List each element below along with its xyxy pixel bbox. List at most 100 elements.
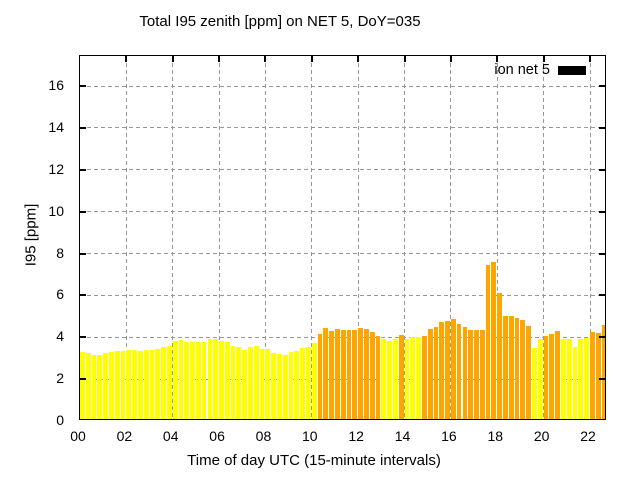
x-tick-label: 02 (116, 428, 133, 444)
bar (532, 348, 537, 419)
bar (97, 354, 103, 419)
bar (155, 348, 161, 419)
x-tick-mark (542, 56, 545, 62)
bar (271, 353, 277, 419)
bar (503, 316, 508, 419)
bar (178, 340, 184, 419)
bar (346, 329, 352, 419)
legend-swatch-icon (558, 65, 586, 75)
v-gridline (450, 56, 452, 419)
y-tick-mark (599, 168, 605, 171)
y-tick-label: 2 (56, 370, 64, 387)
bar (398, 335, 404, 419)
bar (555, 331, 561, 419)
bar (230, 345, 236, 419)
y-tick-mark (80, 294, 86, 297)
bar (236, 347, 242, 419)
bar (427, 329, 433, 419)
bar (450, 318, 456, 419)
x-tick-label: 10 (302, 428, 318, 444)
y-tick-mark (80, 210, 86, 213)
x-tick-mark (218, 56, 221, 62)
h-gridline (80, 127, 605, 129)
bar (329, 331, 334, 419)
y-tick-label: 4 (56, 328, 64, 345)
bar (381, 338, 387, 419)
bar (566, 339, 572, 419)
x-tick-label: 20 (533, 428, 550, 444)
bar (520, 319, 526, 419)
y-tick-label: 16 (48, 77, 64, 93)
x-tick-label: 12 (348, 428, 364, 444)
x-tick-label: 08 (255, 428, 272, 444)
v-gridline (218, 56, 220, 419)
bar (323, 327, 329, 419)
h-gridline (80, 211, 605, 213)
bar (317, 333, 323, 419)
v-gridline (543, 56, 545, 419)
y-tick-mark (599, 85, 605, 87)
x-tick-mark (496, 56, 499, 62)
bar (253, 346, 259, 419)
y-tick-label: 10 (48, 202, 64, 219)
chart-title: Total I95 zenith [ppm] on NET 5, DoY=035 (139, 13, 421, 30)
x-tick-label: 22 (580, 428, 596, 444)
h-gridline (80, 253, 605, 254)
legend-label: ion net 5 (494, 62, 550, 78)
bar (207, 339, 213, 419)
bar (85, 353, 91, 419)
bar (508, 316, 514, 419)
v-gridline (589, 56, 591, 419)
bar (190, 341, 195, 419)
x-tick-mark (403, 56, 406, 62)
x-tick-label: 04 (162, 428, 179, 444)
bar (601, 325, 605, 419)
x-tick-mark (310, 56, 313, 62)
bar (433, 326, 439, 419)
bar (294, 350, 300, 419)
y-tick-mark (80, 252, 86, 255)
bar (108, 352, 114, 419)
x-tick-label: 14 (394, 428, 411, 444)
h-gridline (80, 294, 605, 296)
bar (590, 331, 595, 419)
x-tick-label: 16 (441, 428, 457, 444)
bar (311, 342, 317, 419)
bar (358, 327, 363, 419)
bar (479, 330, 485, 419)
bar (259, 348, 265, 419)
y-tick-mark (80, 85, 86, 87)
bar (445, 320, 450, 419)
bar (300, 348, 306, 419)
bar (578, 338, 584, 419)
bar (219, 341, 224, 419)
bar (149, 349, 155, 419)
legend: ion net 5 (494, 62, 586, 78)
x-tick-label: 06 (209, 428, 225, 444)
bar (80, 352, 85, 419)
bar (514, 317, 520, 419)
y-tick-label: 12 (48, 160, 64, 177)
bar (132, 349, 137, 419)
plot-area: ion net 5 (79, 55, 606, 420)
bar (549, 334, 555, 419)
bar (288, 352, 294, 419)
bar (166, 346, 172, 419)
y-tick-mark (599, 336, 605, 339)
bar (387, 340, 392, 419)
x-tick-mark (264, 56, 267, 62)
x-axis-label: Time of day UTC (15-minute intervals) (187, 452, 441, 469)
bar (572, 347, 578, 419)
v-gridline (404, 56, 406, 419)
y-tick-mark (599, 126, 605, 129)
bar (184, 341, 190, 419)
bar (439, 321, 445, 419)
x-tick-mark (357, 56, 360, 62)
bar (543, 335, 549, 419)
bar (137, 351, 143, 419)
y-tick-mark (599, 210, 605, 213)
bar (114, 350, 120, 419)
bar (421, 335, 427, 419)
bar (416, 336, 421, 419)
